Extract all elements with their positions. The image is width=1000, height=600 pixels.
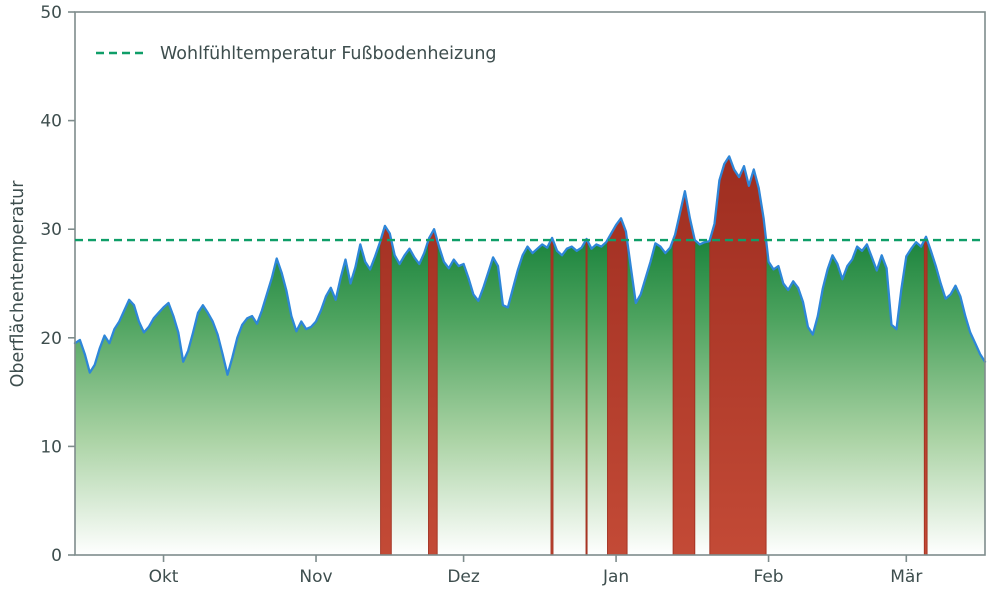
x-tick-label: Okt [149,567,179,587]
x-tick-label: Dez [447,567,480,587]
y-tick-label: 40 [40,112,62,132]
over-threshold-band [672,191,696,556]
over-threshold-band [607,217,628,556]
over-threshold-band [550,236,554,556]
legend-label: Wohlfühltemperatur Fußbodenheizung [160,44,497,64]
temperature-area [75,156,985,555]
x-tick-label: Feb [754,567,784,587]
over-threshold-band [923,235,928,556]
x-tick-label: Mär [890,567,922,587]
x-tick-label: Jan [602,567,629,587]
over-threshold-band [709,155,767,556]
legend: Wohlfühltemperatur Fußbodenheizung [96,44,497,64]
temperature-line [73,155,987,376]
plot-layers: 0 10 20 30 40 50 Okt Nov Dez Jan Feb Mär [40,3,987,587]
y-tick-label: 0 [51,546,62,566]
over-threshold-band [380,224,392,556]
y-tick-label: 30 [40,220,62,240]
y-tick-label: 50 [40,3,62,23]
over-threshold-band [585,237,588,556]
y-tick-label: 10 [40,437,62,457]
y-axis-title: Oberflächentemperatur [8,180,28,388]
x-tick-label: Nov [299,567,332,587]
y-tick-label: 20 [40,329,62,349]
plot-border [74,11,986,556]
over-threshold-band [428,228,438,556]
